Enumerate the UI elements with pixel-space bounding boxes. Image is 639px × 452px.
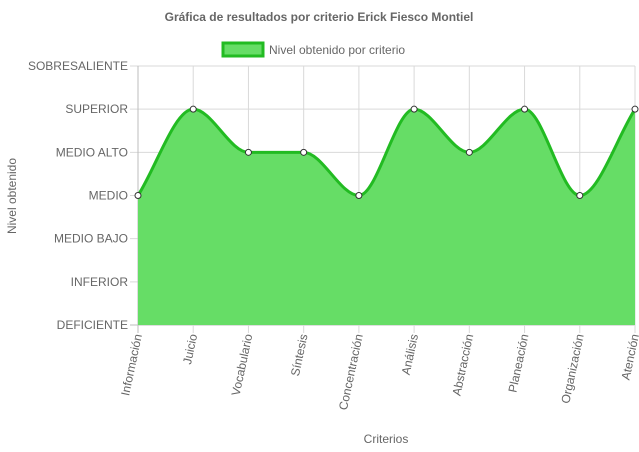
series-line (136, 107, 637, 198)
x-tick-label: Concentración (336, 333, 366, 412)
data-points (134, 105, 639, 199)
x-tick-label: Planeación (505, 333, 531, 394)
data-point[interactable] (631, 105, 639, 113)
x-tick-label: Síntesis (288, 333, 311, 378)
y-tick-label: SUPERIOR (65, 102, 128, 116)
legend-label: Nivel obtenido por criterio (269, 43, 405, 57)
x-tick-label: Abstracción (450, 333, 477, 397)
y-tick-label: MEDIO BAJO (54, 232, 128, 246)
legend-swatch (221, 41, 265, 58)
x-tick-label: Juicio (180, 332, 200, 365)
data-point[interactable] (355, 192, 363, 199)
y-axis-title: Nivel obtenido (5, 158, 19, 234)
data-point[interactable] (300, 148, 308, 156)
data-point[interactable] (465, 148, 473, 156)
legend[interactable]: Nivel obtenido por criterio (221, 41, 405, 58)
x-tick-label: Atención (619, 333, 639, 382)
chart-title: Gráfica de resultados por criterio Erick… (165, 10, 474, 24)
y-tick-label: MEDIO (89, 189, 128, 203)
y-tick-label: MEDIO ALTO (56, 145, 128, 159)
y-axis-ticks: DEFICIENTE INFERIOR MEDIO BAJO MEDIO MEDIO A… (28, 59, 128, 332)
x-tick-label: Organización (558, 333, 586, 405)
x-axis-ticks: Información Juicio Vocabulario Síntesis Conc… (118, 332, 639, 411)
x-axis-title: Criterios (364, 432, 409, 446)
x-tick-label: Vocabulario (229, 332, 256, 397)
x-tick-label: Información (118, 333, 145, 397)
data-point[interactable] (576, 192, 584, 199)
x-tick-label: Análisis (399, 333, 421, 376)
data-point[interactable] (134, 192, 142, 199)
y-tick-label: SOBRESALIENTE (28, 59, 128, 73)
data-point[interactable] (244, 148, 252, 156)
y-tick-label: DEFICIENTE (57, 318, 128, 332)
y-tick-label: INFERIOR (71, 275, 129, 289)
data-point[interactable] (410, 105, 418, 113)
area-fill (138, 109, 635, 325)
data-point[interactable] (521, 105, 529, 113)
data-point[interactable] (189, 105, 197, 113)
series-area (136, 107, 637, 325)
